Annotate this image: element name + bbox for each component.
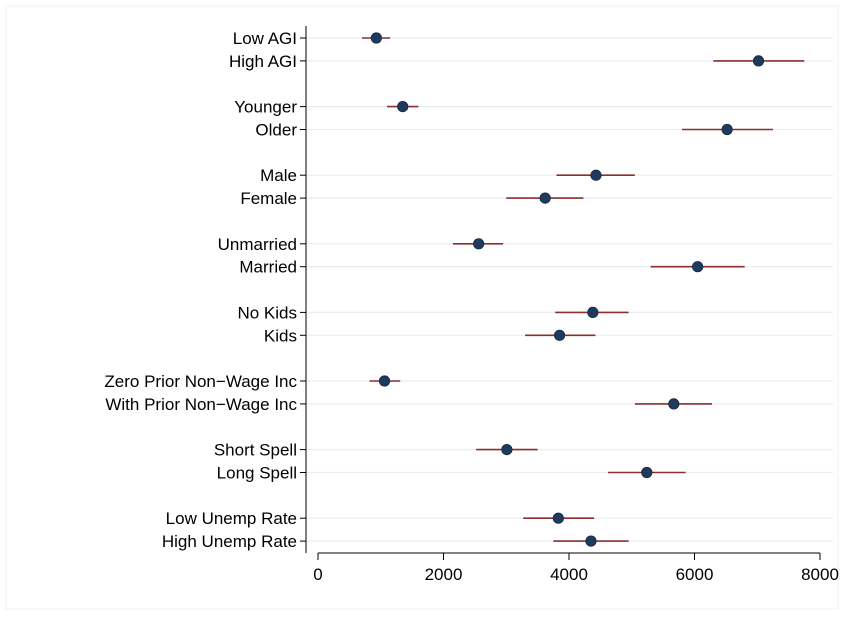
point-marker — [668, 398, 680, 410]
category-label: Married — [239, 258, 297, 277]
category-label: Zero Prior Non−Wage Inc — [104, 372, 297, 391]
point-marker — [552, 512, 564, 524]
category-label: Long Spell — [217, 464, 297, 483]
point-marker — [501, 443, 513, 456]
x-tick-label: 4000 — [550, 565, 588, 584]
axes: 0 2000 4000 6000 8000 — [300, 26, 839, 584]
point-marker — [397, 101, 409, 113]
category-label: Low AGI — [233, 29, 297, 48]
category-label: Older — [255, 121, 297, 140]
category-label: High AGI — [229, 52, 297, 71]
category-label: Low Unemp Rate — [166, 509, 297, 528]
point-marker — [721, 123, 733, 136]
category-label: No Kids — [237, 303, 297, 322]
point-estimates — [370, 32, 765, 547]
point-marker — [585, 535, 597, 547]
point-marker — [473, 238, 485, 250]
figure-border — [5, 5, 839, 610]
category-label: High Unemp Rate — [162, 532, 297, 551]
category-labels: Low AGI High AGI Younger Older Male Female Unm… — [104, 29, 297, 551]
point-marker — [590, 169, 602, 181]
x-tick-label: 6000 — [676, 565, 714, 584]
x-tick-label: 0 — [313, 565, 322, 584]
category-label: With Prior Non−Wage Inc — [105, 395, 297, 414]
category-label: Younger — [234, 98, 297, 117]
point-marker — [553, 329, 566, 341]
plot-area — [306, 26, 833, 553]
x-tick-label: 2000 — [425, 565, 463, 584]
x-tick-label: 8000 — [801, 565, 839, 584]
point-marker — [378, 375, 391, 387]
category-label: Short Spell — [214, 441, 297, 460]
point-marker — [587, 306, 599, 318]
point-marker — [370, 32, 382, 44]
category-label: Female — [240, 189, 297, 208]
point-marker — [641, 466, 653, 479]
point-marker — [539, 192, 551, 204]
category-label: Unmarried — [218, 235, 297, 254]
category-label: Kids — [264, 326, 297, 345]
point-marker — [692, 261, 704, 273]
category-label: Male — [260, 166, 297, 185]
point-marker — [752, 55, 765, 67]
